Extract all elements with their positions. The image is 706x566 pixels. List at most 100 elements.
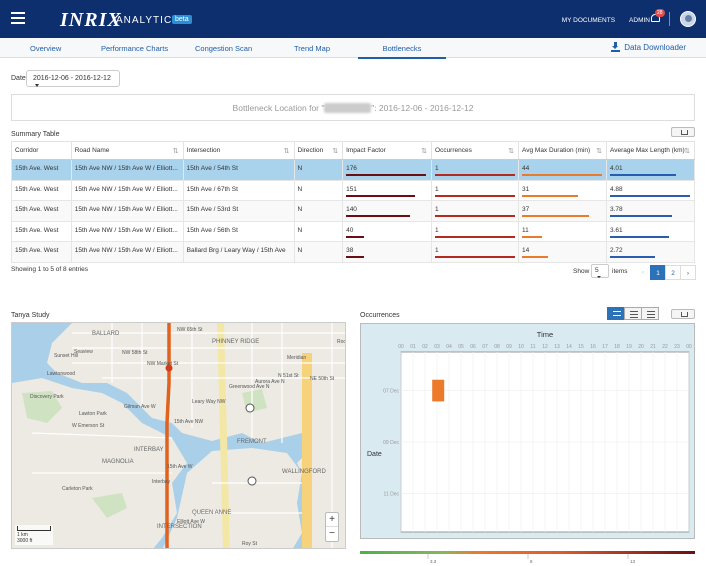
data-downloader-label: Data Downloader (624, 42, 686, 52)
map-label: FREMONT (237, 439, 267, 445)
hour-tick-label: 16 (590, 344, 596, 350)
hour-tick-label: 04 (446, 344, 452, 350)
chart-title: Time (537, 330, 553, 339)
cell-corridor: 15th Ave. West (11, 179, 72, 201)
tab-congestion-scan[interactable]: Congestion Scan (195, 44, 253, 53)
date-range-select[interactable]: 2016-12-06 - 2016-12-12 (26, 70, 120, 87)
menu-icon[interactable] (11, 12, 25, 24)
download-icon (611, 42, 621, 52)
hour-tick-label: 07 (482, 344, 488, 350)
hour-tick-label: 23 (674, 344, 680, 350)
map-label: Carleton Park (62, 486, 93, 492)
map-label: MAGNOLIA (102, 459, 134, 465)
map-label: BALLARD (92, 331, 120, 337)
chart-view-button[interactable] (607, 307, 625, 320)
my-documents-link[interactable]: MY DOCUMENTS (561, 17, 616, 24)
bottleneck-marker (165, 364, 173, 372)
discovery-park (22, 391, 62, 423)
tab-trend-map[interactable]: Trend Map (294, 44, 330, 53)
occurrences-export-button[interactable] (671, 309, 695, 319)
bottleneck-map[interactable]: BALLARD NW 65th St NW 58th St NW Market St P… (11, 322, 346, 549)
col-road-name[interactable]: Road Name ⇅ (70, 141, 184, 160)
entries-info: Showing 1 to 5 of 8 entries (11, 266, 88, 273)
hour-tick-label: 19 (626, 344, 632, 350)
pagination: ‹ 1 2 › (636, 265, 696, 280)
date-tick-label: 07 Dec (383, 389, 399, 395)
occurrences-chart-svg: Time Date 00 01 02 03 04 05 06 07 08 09 10 11 12 13 14 15… (367, 330, 692, 533)
table-row[interactable]: 15th Ave. West 15th Ave NW / 15th Ave W /… (11, 200, 696, 222)
col-occurrences[interactable]: Occurrences ⇅ (431, 141, 520, 160)
page-1-button[interactable]: 1 (650, 265, 666, 280)
map-label: Elliott Ave W (177, 519, 205, 525)
occurrences-chart: Time Date 00 01 02 03 04 05 06 07 08 09 10 11 12 13 14 15… (360, 323, 695, 539)
view-toggle-group (607, 307, 659, 320)
tab-performance-charts[interactable]: Performance Charts (101, 44, 169, 53)
col-impact-factor[interactable]: Impact Factor ⇅ (342, 141, 433, 160)
col-direction[interactable]: Direction ⇅ (293, 141, 344, 160)
user-avatar[interactable] (680, 11, 696, 27)
cell-avg-max-duration-bar (522, 215, 590, 217)
hour-tick-label: 02 (422, 344, 428, 350)
hour-tick-label: 12 (542, 344, 548, 350)
cell-occurrences: 1 (431, 241, 520, 263)
cell-avg-max-length-bar (609, 235, 669, 238)
col-intersection[interactable]: Intersection ⇅ (182, 141, 295, 160)
admin-link[interactable]: ADMIN (629, 17, 650, 24)
cell-occurrences: 1 (431, 220, 520, 242)
cell-impact-factor: 176 (342, 159, 433, 181)
table-row[interactable]: 15th Ave. West 15th Ave NW / 15th Ave W /… (11, 241, 696, 263)
brand-logo[interactable]: INRIX (60, 9, 122, 31)
table-view-button[interactable] (641, 307, 659, 320)
items-label: items (612, 268, 628, 275)
col-avg-max-duration[interactable]: Avg Max Duration (min) ⇅ (518, 141, 607, 160)
cell-avg-max-length: 3.61 (605, 220, 696, 242)
list-view-button[interactable] (624, 307, 642, 320)
map-label: QUEEN ANNE (192, 510, 231, 516)
cell-intersection: 15th Ave / 67th St (182, 179, 295, 201)
bell-icon[interactable]: 28 (651, 9, 665, 24)
table-row[interactable]: 15th Ave. West 15th Ave NW / 15th Ave W /… (11, 159, 696, 181)
scale-km: 1 km (17, 532, 28, 538)
map-label: Gilman Ave W (124, 404, 156, 410)
banner-suffix: ": 2016-12-06 - 2016-12-12 (371, 103, 474, 113)
cell-avg-max-duration-bar (522, 235, 543, 238)
data-downloader-button[interactable]: Data Downloader (611, 42, 686, 52)
legend-tick-label: 3.3 (430, 559, 437, 564)
cell-intersection: 15th Ave / 56th St (182, 220, 295, 242)
table-row[interactable]: 15th Ave. West 15th Ave NW / 15th Ave W /… (11, 179, 696, 201)
tab-bottlenecks[interactable]: Bottlenecks (358, 44, 446, 59)
top-nav-links: MY DOCUMENTS ADMIN (562, 17, 650, 24)
cell-road-name: 15th Ave NW / 15th Ave W / Elliott... (70, 220, 184, 242)
cell-corridor: 15th Ave. West (11, 220, 72, 242)
tab-overview[interactable]: Overview (30, 44, 62, 53)
table-row[interactable]: 15th Ave. West 15th Ave NW / 15th Ave W /… (11, 220, 696, 242)
hour-tick-label: 01 (410, 344, 416, 350)
street-grid (31, 323, 345, 548)
map-label: Meridian (287, 355, 306, 361)
bottleneck-route (165, 323, 171, 548)
land-north (47, 323, 345, 548)
cell-impact-factor-bar (346, 235, 365, 238)
notification-badge: 28 (655, 9, 665, 17)
map-label: W Emerson St (72, 423, 105, 429)
zoom-in-button[interactable]: + (326, 513, 338, 527)
page-size-select[interactable]: 5 (591, 264, 609, 279)
date-label: Date (11, 75, 26, 82)
map-label: N 51st St (278, 373, 299, 379)
zoom-out-button[interactable]: − (329, 528, 335, 539)
col-avg-max-length[interactable]: Average Max Length (km) ⇅ (605, 141, 696, 160)
prev-page-icon[interactable]: ‹ (641, 269, 645, 276)
next-page-icon[interactable]: › (680, 265, 696, 280)
cell-avg-max-duration: 37 (518, 200, 607, 222)
section-tabs: Overview Performance Charts Congestion S… (0, 38, 706, 59)
hour-tick-label: 06 (470, 344, 476, 350)
cell-occurrences: 1 (431, 159, 520, 181)
summary-export-button[interactable] (671, 127, 695, 137)
map-label: INTERSECTION (157, 524, 202, 530)
cell-occurrences: 1 (431, 200, 520, 222)
page-2-button[interactable]: 2 (665, 265, 681, 280)
i5-highway (302, 353, 312, 548)
col-corridor[interactable]: Corridor (11, 141, 72, 160)
product-name: ANALYTICS (116, 15, 180, 26)
cell-impact-factor-bar (346, 174, 427, 176)
